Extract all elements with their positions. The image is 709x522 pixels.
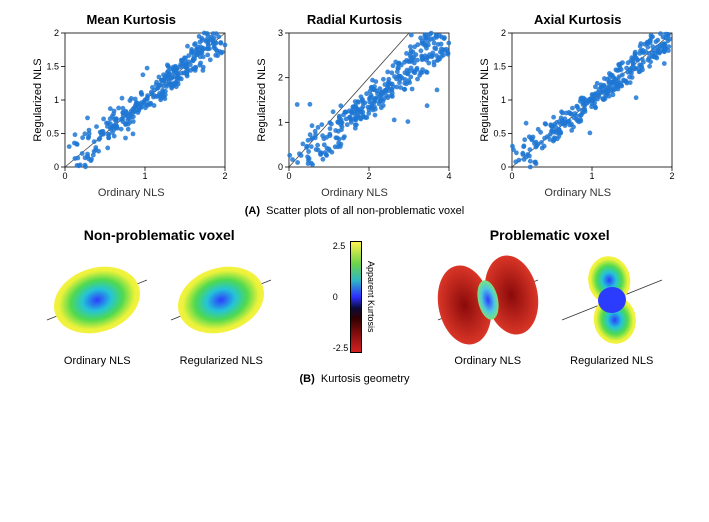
svg-text:1: 1 xyxy=(501,95,506,105)
panel-a-caption: (A) Scatter plots of all non-problematic… xyxy=(8,205,701,217)
svg-text:2: 2 xyxy=(223,171,228,181)
glyph-caption: Ordinary NLS xyxy=(454,355,521,367)
colorbar-tick: -2.5 xyxy=(333,343,349,353)
svg-text:0: 0 xyxy=(277,162,282,172)
svg-text:Regularized NLS: Regularized NLS xyxy=(479,58,491,141)
kurtosis-glyph xyxy=(42,245,152,355)
kurtosis-glyph xyxy=(557,245,667,355)
svg-text:4: 4 xyxy=(446,171,451,181)
scatter-plot-title: Axial Kurtosis xyxy=(534,12,621,27)
kurtosis-glyph xyxy=(433,245,543,355)
svg-text:Regularized NLS: Regularized NLS xyxy=(32,58,44,141)
svg-text:0.5: 0.5 xyxy=(493,129,506,139)
scatter-xlabel: Ordinary NLS xyxy=(544,187,611,199)
glyph-caption: Regularized NLS xyxy=(180,355,263,367)
colorbar-tick: 2.5 xyxy=(333,241,349,251)
glyph-cell: Ordinary NLS xyxy=(433,245,543,367)
colorbar-gradient xyxy=(350,241,362,353)
svg-text:0: 0 xyxy=(501,162,506,172)
panel-b-caption: (B) Kurtosis geometry xyxy=(8,373,701,385)
svg-text:0: 0 xyxy=(63,171,68,181)
glyph-cell: Regularized NLS xyxy=(557,245,667,367)
scatter-svg: 0 1 2 0 0.5 1 1.5 2 Regularized NLS xyxy=(31,29,231,189)
scatter-plot: Mean Kurtosis 0 1 2 0 0.5 1 1.5 2 Regularized NLS… xyxy=(31,12,231,199)
panel-b-caption-bold: (B) xyxy=(299,373,314,385)
scatter-svg: 0 2 4 0 1 2 3 Regularized NLS xyxy=(255,29,455,189)
kurtosis-glyph xyxy=(166,245,276,355)
scatter-plot: Axial Kurtosis 0 1 2 0 0.5 1 1.5 2 Regularized NL… xyxy=(478,12,678,199)
glyph-group: Non-problematic voxel Ordinary NLS xyxy=(42,227,276,367)
svg-text:Regularized NLS: Regularized NLS xyxy=(256,58,268,141)
glyph-cell: Regularized NLS xyxy=(166,245,276,367)
colorbar-tick: 0 xyxy=(333,292,349,302)
svg-text:0: 0 xyxy=(54,162,59,172)
svg-text:1.5: 1.5 xyxy=(47,62,60,72)
scatter-xlabel: Ordinary NLS xyxy=(98,187,165,199)
panel-b-row: Non-problematic voxel Ordinary NLS xyxy=(8,227,701,367)
colorbar: 2.5 0 -2.5 Apparent Kurtosis xyxy=(333,241,377,353)
svg-text:2: 2 xyxy=(54,29,59,38)
glyph-caption: Ordinary NLS xyxy=(64,355,131,367)
colorbar-label: Apparent Kurtosis xyxy=(366,261,376,333)
glyph-group: Problematic voxel Ordinary NLS xyxy=(433,227,667,367)
glyph-group-label: Non-problematic voxel xyxy=(84,227,235,243)
panel-a-row: Mean Kurtosis 0 1 2 0 0.5 1 1.5 2 Regularized NLS… xyxy=(8,12,701,199)
svg-text:1: 1 xyxy=(143,171,148,181)
scatter-xlabel: Ordinary NLS xyxy=(321,187,388,199)
panel-b-caption-text: Kurtosis geometry xyxy=(321,373,410,385)
svg-text:0: 0 xyxy=(286,171,291,181)
svg-text:0.5: 0.5 xyxy=(47,129,60,139)
svg-text:2: 2 xyxy=(277,73,282,83)
svg-text:1.5: 1.5 xyxy=(493,62,506,72)
svg-text:2: 2 xyxy=(669,171,674,181)
panel-a-caption-bold: (A) xyxy=(245,205,260,217)
scatter-plot-title: Radial Kurtosis xyxy=(307,12,402,27)
svg-text:0: 0 xyxy=(509,171,514,181)
glyph-caption: Regularized NLS xyxy=(570,355,653,367)
scatter-svg: 0 1 2 0 0.5 1 1.5 2 Regularized NLS xyxy=(478,29,678,189)
svg-text:1: 1 xyxy=(589,171,594,181)
glyph-cell: Ordinary NLS xyxy=(42,245,152,367)
panel-a-caption-text: Scatter plots of all non-problematic vox… xyxy=(266,205,464,217)
svg-text:2: 2 xyxy=(501,29,506,38)
svg-text:3: 3 xyxy=(277,29,282,38)
svg-text:1: 1 xyxy=(277,117,282,127)
scatter-plot: Radial Kurtosis 0 2 4 0 1 2 3 Regularized NLS Ord… xyxy=(255,12,455,199)
svg-text:1: 1 xyxy=(54,95,59,105)
svg-text:2: 2 xyxy=(366,171,371,181)
glyph-group-label: Problematic voxel xyxy=(490,227,610,243)
scatter-plot-title: Mean Kurtosis xyxy=(86,12,176,27)
